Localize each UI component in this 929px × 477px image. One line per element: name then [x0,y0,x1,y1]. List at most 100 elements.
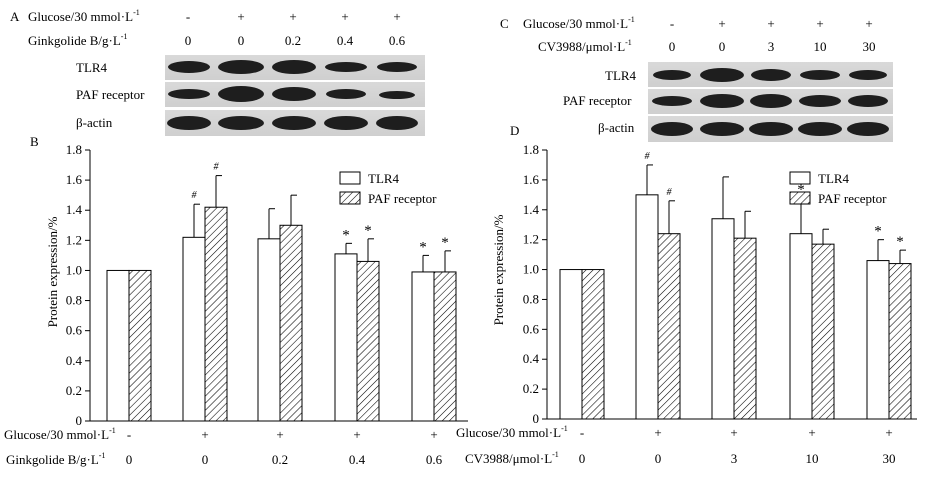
panel-c-row2-v2: 3 [768,39,775,54]
legend-swatch [339,171,361,185]
bar-paf-receptor [581,269,605,420]
significance-mark: # [645,151,651,162]
y-tick-label: 0.6 [66,323,83,338]
bar-tlr4 [559,269,583,420]
panel-c-row1-v2: + [767,16,774,31]
y-tick-label: 1.2 [523,232,539,247]
bar-tlr4 [789,233,813,420]
y-tick-label: 0.8 [66,293,82,308]
significance-mark: # [192,190,198,201]
legend-swatch [339,191,361,205]
panel-c-row1-v1: + [718,16,725,31]
panel-c-row1-label: Glucose/30 mmol·L-1 [523,15,635,31]
x-row-value: + [885,425,892,440]
significance-mark: * [441,235,449,251]
panel-a: A Glucose/30 mmol·L-1 Ginkgolide B/g·L-1… [10,8,425,136]
panel-c-blot-label-tlr4: TLR4 [605,68,637,83]
x-row-value: + [654,425,661,440]
y-tick-label: 1.2 [66,232,82,247]
panel-a-blot-label-paf: PAF receptor [76,87,145,102]
panel-a-blot-label-actin: β-actin [76,115,113,130]
panel-c-blot-label-paf: PAF receptor [563,93,632,108]
panel-a-row2-v1: 0 [238,33,245,48]
panel-a-row2-v0: 0 [185,33,192,48]
bar-paf-receptor [356,260,380,422]
y-tick-label: 0 [76,413,83,428]
x-row-value: 0 [655,451,662,466]
y-tick-label: 0.8 [523,291,539,306]
y-tick-label: 1.8 [66,142,82,157]
x-row-value: + [276,427,283,442]
significance-mark: # [214,162,220,173]
significance-mark: * [896,234,904,250]
panel-a-blot-label-tlr4: TLR4 [76,60,108,75]
y-tick-label: 1.0 [66,262,82,277]
bar-paf-receptor [733,237,757,420]
x-row-value: 0.4 [349,452,366,467]
x-row-value: - [580,425,584,440]
bar-tlr4 [257,238,281,422]
y-tick-label: 0 [533,411,540,426]
y-tick-label: 0.2 [66,383,82,398]
panel-b-xrow2-label: Ginkgolide B/g·L-1 [6,451,105,467]
x-row-value: + [430,427,437,442]
panel-a-row1-v4: + [393,9,400,24]
y-tick-label: 1.6 [523,172,540,187]
panel-c: C Glucose/30 mmol·L-1 CV3988/μmol·L-1 - … [500,15,893,142]
significance-mark: * [874,224,882,240]
bar-paf-receptor [888,263,912,420]
panel-b-chart: B Protein expression/% 0 0.2 0.4 0.6 0.8 1.0 1… [4,134,468,467]
bar-tlr4 [411,271,435,422]
legend-swatch [789,171,811,185]
panel-a-letter: A [10,9,20,24]
y-tick-label: 1.4 [523,202,540,217]
y-tick-label: 0.4 [66,353,83,368]
legend-label: TLR4 [818,171,850,186]
panel-d-chart: D Protein expression/% 0 0.2 0.4 0.6 0.8 1.0 1… [456,123,917,466]
x-row-value: 3 [731,451,738,466]
bar-paf-receptor [128,269,152,422]
significance-mark: * [797,182,805,198]
panel-a-row2-v3: 0.4 [337,33,354,48]
y-tick-label: 1.6 [66,172,83,187]
bar-tlr4 [866,260,890,420]
legend-label: TLR4 [368,171,400,186]
significance-mark: * [419,239,427,255]
panel-c-row2-label: CV3988/μmol·L-1 [538,38,632,54]
panel-a-row1-label: Glucose/30 mmol·L-1 [28,8,140,24]
bar-tlr4 [106,269,130,422]
bar-paf-receptor [204,206,228,422]
panel-a-row2-v4: 0.6 [389,33,406,48]
legend-swatch [789,191,811,205]
bar-paf-receptor [811,243,835,420]
panel-c-row1-v4: + [865,16,872,31]
panel-a-row1-v2: + [289,9,296,24]
significance-mark: # [667,187,673,198]
x-row-value: + [353,427,360,442]
panel-a-row1-v1: + [237,9,244,24]
panel-a-row1-v3: + [341,9,348,24]
y-tick-label: 1.4 [66,202,83,217]
x-row-value: 0.6 [426,452,443,467]
bar-tlr4 [711,218,735,420]
panel-d-xrow2-label: CV3988/μmol·L-1 [465,450,559,466]
panel-c-row1-v0: - [670,16,674,31]
panel-c-row2-v3: 10 [814,39,827,54]
panel-c-blot-label-actin: β-actin [598,120,635,135]
y-tick-label: 1.0 [523,262,539,277]
x-row-value: 10 [806,451,819,466]
panel-a-row2-label: Ginkgolide B/g·L-1 [28,32,127,48]
significance-mark: * [342,227,350,243]
bar-paf-receptor [657,233,681,420]
bar-tlr4 [334,253,358,422]
significance-mark: * [364,223,372,239]
panel-d-ylabel: Protein expression/% [491,214,506,325]
panel-b-ylabel: Protein expression/% [45,216,60,327]
x-row-value: 30 [883,451,896,466]
y-tick-label: 0.6 [523,321,540,336]
panel-c-row2-v0: 0 [669,39,676,54]
y-tick-label: 0.4 [523,351,540,366]
panel-c-row2-v1: 0 [719,39,726,54]
panel-b-xrow1-label: Glucose/30 mmol·L-1 [4,426,116,442]
